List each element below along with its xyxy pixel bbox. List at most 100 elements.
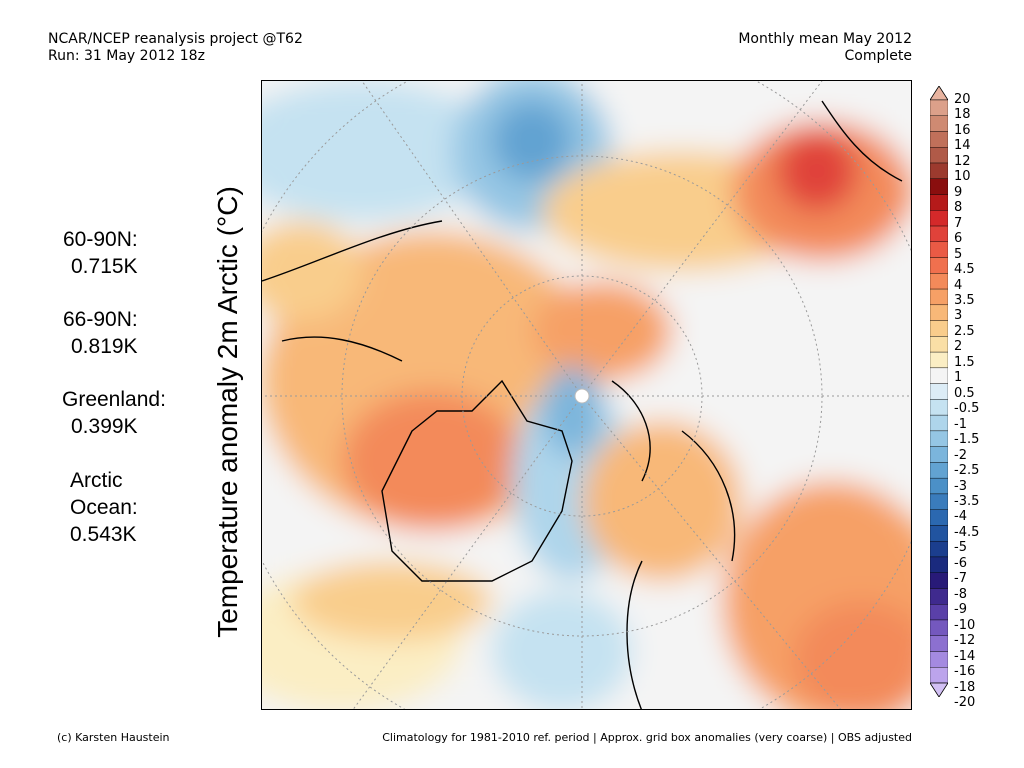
colorbar-tick-label: -2 <box>954 447 967 463</box>
colorbar-tick-label: 18 <box>954 107 971 123</box>
colorbar-tick-label: -3.5 <box>954 494 980 509</box>
colorbar-swatch <box>929 399 949 416</box>
colorbar-tick-label: 4.5 <box>954 262 975 278</box>
stat-label: Arctic <box>70 469 123 492</box>
colorbar-tick-label: 8 <box>954 200 963 216</box>
colorbar-swatch <box>929 446 949 463</box>
colorbar-tick-label: 7 <box>954 215 963 231</box>
colorbar-swatch <box>929 210 949 227</box>
colorbar-tick-label: -0.5 <box>954 401 980 417</box>
stat-arctic-ocean: Arctic Ocean: 0.543K <box>70 467 138 548</box>
colorbar-tick-label: -14 <box>954 648 976 664</box>
colorbar-tick-label: 20 <box>954 92 971 107</box>
colorbar-tick-label: -9 <box>954 602 967 618</box>
colorbar-tick-label: -3 <box>954 478 967 494</box>
colorbar-swatch <box>929 288 949 306</box>
colorbar <box>929 85 949 701</box>
colorbar-tick-label: -6 <box>954 555 967 571</box>
stat-greenland: Greenland: 0.399K <box>62 386 166 440</box>
stat-label: Ocean: <box>70 496 138 519</box>
colorbar-swatch <box>929 178 949 195</box>
copyright: (c) Karsten Haustein <box>57 731 170 744</box>
period-title: Monthly mean May 2012 <box>738 31 912 47</box>
colorbar-swatch <box>929 509 949 526</box>
colorbar-tick-label: 14 <box>954 138 971 154</box>
colorbar-swatch <box>929 257 949 274</box>
colorbar-swatch <box>929 147 949 164</box>
colorbar-tick-label: -16 <box>954 664 976 680</box>
colorbar-tick-label: -12 <box>954 633 976 649</box>
colorbar-tick-label: 4 <box>954 277 963 293</box>
completion-status: Complete <box>844 48 912 64</box>
colorbar-max-triangle <box>929 85 949 101</box>
colorbar-tick-label: -2.5 <box>954 463 980 479</box>
colorbar-swatch <box>929 194 949 211</box>
header-left: NCAR/NCEP reanalysis project @T62 Run: 3… <box>48 31 303 65</box>
colorbar-tick-label: -18 <box>954 679 976 695</box>
colorbar-tick-label: 1 <box>954 370 963 386</box>
colorbar-swatch <box>929 556 949 573</box>
map-canvas <box>262 81 911 709</box>
graticule <box>262 81 911 709</box>
anomaly-field <box>262 81 911 709</box>
colorbar-tick-label: 6 <box>954 231 963 247</box>
colorbar-tick-label: 2.5 <box>954 323 975 339</box>
stat-label: 66-90N: <box>63 308 138 331</box>
colorbar-swatch <box>929 477 949 495</box>
colorbar-swatch <box>929 540 949 558</box>
colorbar-tick-label: 16 <box>954 122 971 138</box>
colorbar-tick-label: -7 <box>954 571 967 587</box>
colorbar-swatch <box>929 525 949 542</box>
colorbar-swatch <box>929 115 949 132</box>
colorbar-swatch <box>929 225 949 243</box>
colorbar-tick-label: -1 <box>954 416 967 432</box>
colorbar-tick-label: -4 <box>954 509 967 525</box>
colorbar-tick-label: -20 <box>954 695 976 710</box>
colorbar-tick-label: 10 <box>954 169 971 185</box>
colorbar-swatch <box>929 241 949 258</box>
colorbar-swatch <box>929 430 949 447</box>
colorbar-tick-label: -1.5 <box>954 432 980 448</box>
colorbar-tick-label: -5 <box>954 540 967 556</box>
colorbar-tick-label: 9 <box>954 184 963 200</box>
anomaly-map <box>261 80 912 710</box>
colorbar-swatch <box>929 572 949 589</box>
colorbar-scale <box>929 85 949 698</box>
stat-value: 0.399K <box>71 415 138 438</box>
y-axis-label: Temperature anomaly 2m Arctic (°C) <box>212 186 243 638</box>
colorbar-swatch <box>929 619 949 636</box>
colorbar-swatch <box>929 304 949 321</box>
coastlines <box>262 100 903 709</box>
colorbar-tick-label: -8 <box>954 586 967 602</box>
colorbar-swatch <box>929 131 949 148</box>
stat-value: 0.715K <box>71 255 138 278</box>
model-title: NCAR/NCEP reanalysis project @T62 <box>48 31 303 47</box>
colorbar-swatch <box>929 604 949 621</box>
run-date: Run: 31 May 2012 18z <box>48 48 205 64</box>
colorbar-swatch <box>929 99 949 116</box>
colorbar-swatch <box>929 351 949 369</box>
colorbar-tick-label: 5 <box>954 246 963 262</box>
stat-label: 60-90N: <box>63 228 138 251</box>
colorbar-swatch <box>929 462 949 479</box>
colorbar-swatch <box>929 635 949 652</box>
colorbar-swatch <box>929 651 949 668</box>
colorbar-swatch <box>929 493 949 510</box>
colorbar-min-triangle <box>929 682 949 698</box>
stat-value: 0.543K <box>70 523 137 546</box>
stat-66-90n: 66-90N: 0.819K <box>63 306 138 360</box>
colorbar-swatch <box>929 667 949 684</box>
colorbar-tick-label: 2 <box>954 339 963 355</box>
footnote: Climatology for 1981-2010 ref. period | … <box>382 731 912 744</box>
header-right: Monthly mean May 2012 Complete <box>738 31 912 65</box>
colorbar-tick-label: 12 <box>954 153 971 169</box>
stat-60-90n: 60-90N: 0.715K <box>63 226 138 280</box>
colorbar-swatch <box>929 336 949 353</box>
colorbar-swatch <box>929 383 949 400</box>
colorbar-swatch <box>929 162 949 179</box>
colorbar-tick-label: 0.5 <box>954 385 975 401</box>
colorbar-swatch <box>929 588 949 605</box>
colorbar-swatch <box>929 367 949 384</box>
colorbar-swatch <box>929 414 949 432</box>
colorbar-tick-label: 3 <box>954 308 963 324</box>
